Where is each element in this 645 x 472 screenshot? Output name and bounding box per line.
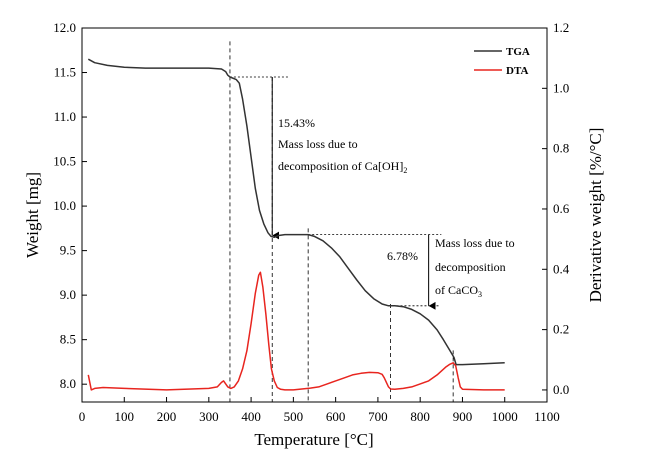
x-tick-label: 600 [326, 409, 346, 424]
y-right-axis-title: Derivative weight [%/°C] [586, 128, 605, 303]
y-left-tick-label: 9.0 [60, 287, 76, 302]
y-right-tick-label: 0.6 [553, 201, 570, 216]
annotation-caco3-line2: decomposition [435, 260, 506, 274]
x-tick-label: 500 [284, 409, 304, 424]
x-tick-label: 200 [157, 409, 177, 424]
legend-label-tga: TGA [506, 46, 530, 58]
annotation-ca-oh2: 15.43% Mass loss due to decomposition of… [278, 116, 407, 175]
x-tick-label: 800 [410, 409, 430, 424]
y-left-tick-label: 10.0 [53, 198, 76, 213]
series-group [87, 58, 505, 391]
y-left-tick-label: 11.5 [54, 65, 76, 80]
x-tick-label: 1100 [534, 409, 560, 424]
y-right-tick-label: 0.8 [553, 141, 569, 156]
x-tick-label: 400 [241, 409, 261, 424]
annotation-ca-oh2-line2: decomposition of Ca[OH]2 [278, 159, 407, 175]
annotation-ca-oh2-line1: Mass loss due to [278, 137, 358, 151]
legend: TGA DTA [474, 46, 530, 77]
annotation-caco3-percent: 6.78% [387, 249, 418, 263]
y-right-tick-label: 0.4 [553, 261, 570, 276]
y-left-tick-label: 8.5 [60, 332, 76, 347]
x-tick-label: 300 [199, 409, 219, 424]
x-tick-label: 900 [453, 409, 473, 424]
x-axis-title: Temperature [°C] [254, 430, 373, 449]
y-left-axis-title: Weight [mg] [23, 172, 42, 258]
y-left-tick-label: 8.0 [60, 376, 76, 391]
legend-label-dta: DTA [506, 65, 528, 77]
y-right-tick-label: 0.0 [553, 382, 569, 397]
annotation-caco3-line3: of CaCO3 [435, 283, 482, 299]
plot-frame [81, 27, 548, 403]
y-left-tick-label: 9.5 [60, 243, 76, 258]
y-left-tick-label: 10.5 [53, 154, 76, 169]
x-tick-label: 0 [79, 409, 86, 424]
x-tick-label: 1000 [492, 409, 518, 424]
y-left-tick-label: 11.0 [54, 109, 76, 124]
y-right-tick-label: 0.2 [553, 322, 569, 337]
axis-ticks: 0 100 200 300 400 500 600 700 800 900 1000 1100 8.0 8… [53, 20, 570, 424]
y-right-tick-label: 1.2 [553, 20, 569, 35]
y-right-tick-label: 1.0 [553, 80, 569, 95]
annotation-caco3-line1: Mass loss due to [435, 236, 515, 250]
annotation-ca-oh2-percent: 15.43% [278, 116, 315, 130]
x-tick-label: 700 [368, 409, 388, 424]
guide-lines [229, 41, 454, 402]
dta-series-line [87, 271, 505, 391]
annotation-caco3: 6.78% Mass loss due to decomposition of … [387, 236, 515, 299]
tga-series-line [87, 58, 505, 366]
x-tick-label: 100 [115, 409, 135, 424]
y-left-tick-label: 12.0 [53, 20, 76, 35]
